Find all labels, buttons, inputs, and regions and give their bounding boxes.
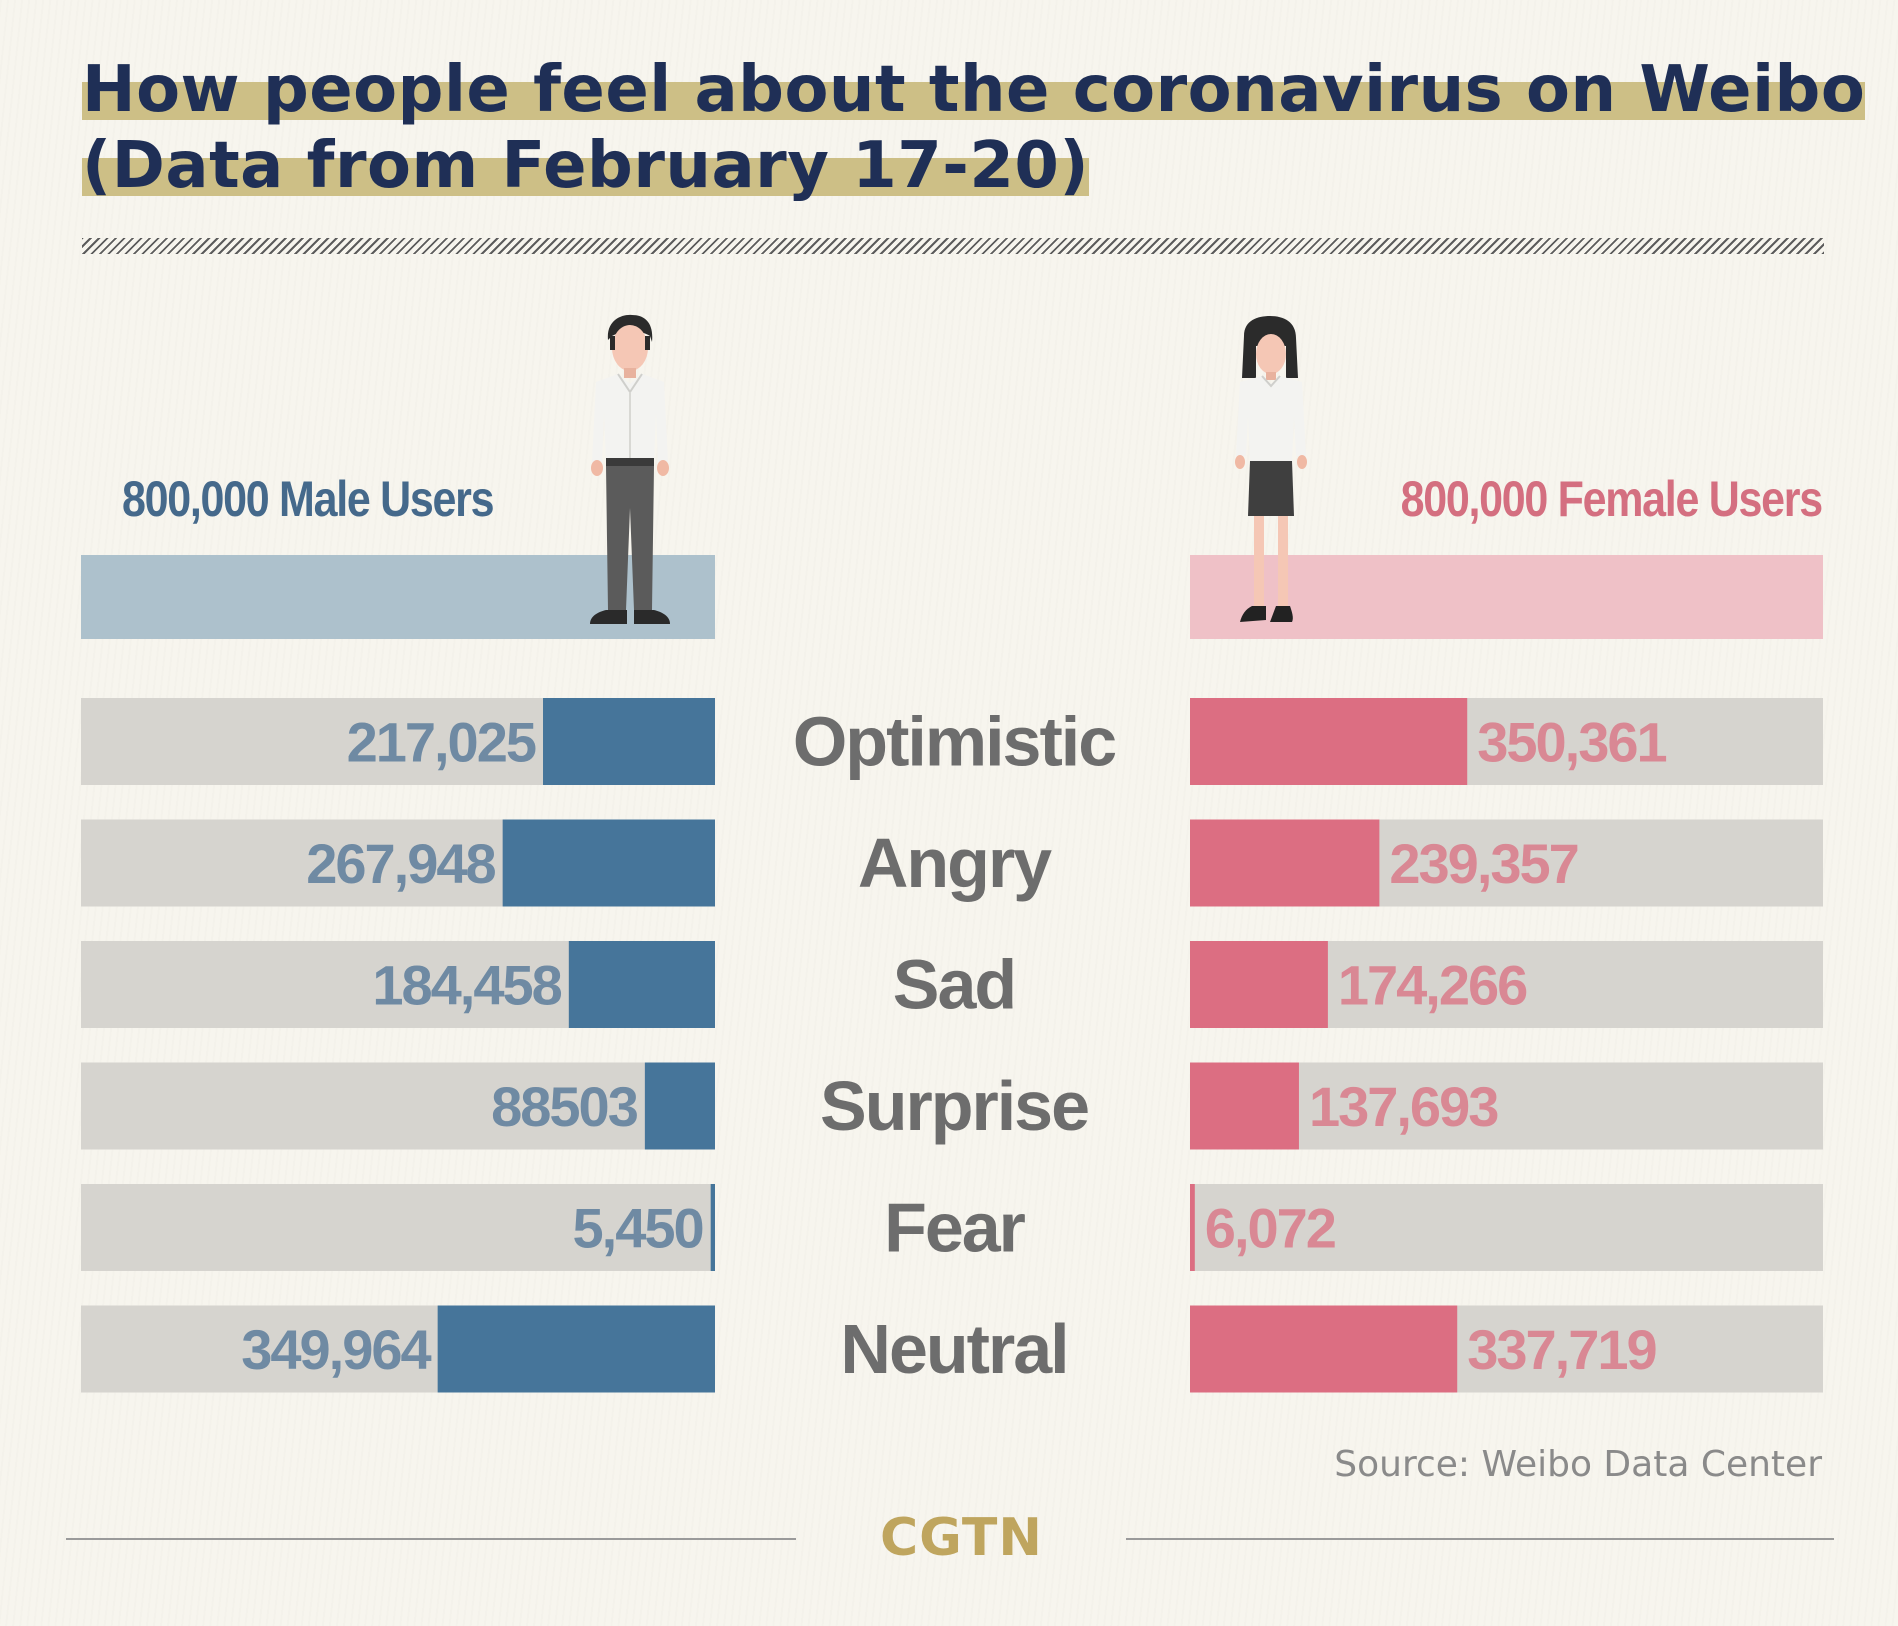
female-value-angry: 239,357 xyxy=(1389,832,1577,895)
male-bar-sad xyxy=(568,941,715,1028)
female-bar-surprise xyxy=(1190,1062,1299,1150)
cgtn-logo: CGTN xyxy=(880,1508,1043,1568)
male-track-fear xyxy=(81,1184,715,1271)
male-track-surprise xyxy=(81,1062,715,1150)
female-value-neutral: 337,719 xyxy=(1467,1318,1656,1381)
female-header-band xyxy=(1190,555,1823,639)
female-users-label: 800,000 Female Users xyxy=(1400,471,1824,527)
category-label-surprise: Surprise xyxy=(820,1067,1088,1145)
male-bar-optimistic xyxy=(543,698,715,785)
chart-title: How people feel about the coronavirus on… xyxy=(82,52,1866,204)
category-label-fear: Fear xyxy=(884,1189,1026,1267)
male-figure-icon xyxy=(590,314,670,624)
category-label-angry: Angry xyxy=(858,824,1052,902)
category-label-sad: Sad xyxy=(893,946,1015,1024)
male-bar-angry xyxy=(502,819,715,907)
male-value-surprise: 88503 xyxy=(491,1075,638,1138)
category-label-neutral: Neutral xyxy=(840,1310,1067,1388)
female-bar-angry xyxy=(1190,819,1380,907)
female-track-fear xyxy=(1190,1184,1823,1271)
footer-rule-left xyxy=(66,1538,796,1540)
female-bar-sad xyxy=(1190,941,1328,1028)
male-value-angry: 267,948 xyxy=(306,832,495,895)
female-bar-fear xyxy=(1190,1184,1195,1271)
source-note: Source: Weibo Data Center xyxy=(1334,1444,1822,1485)
female-bar-optimistic xyxy=(1190,698,1468,785)
female-value-optimistic: 350,361 xyxy=(1477,711,1666,774)
female-value-sad: 174,266 xyxy=(1338,954,1527,1017)
male-value-sad: 184,458 xyxy=(372,954,561,1017)
chart-title-line-1: How people feel about the coronavirus on… xyxy=(82,53,1866,127)
female-figure-icon xyxy=(1235,316,1307,622)
male-users-label: 800,000 Male Users xyxy=(122,471,495,527)
hatched-divider xyxy=(82,238,1824,254)
male-bar-fear xyxy=(710,1184,715,1271)
female-value-surprise: 137,693 xyxy=(1309,1075,1498,1138)
male-value-optimistic: 217,025 xyxy=(347,711,536,774)
male-bar-surprise xyxy=(644,1062,715,1150)
category-label-optimistic: Optimistic xyxy=(793,703,1115,781)
female-value-fear: 6,072 xyxy=(1205,1197,1335,1260)
male-bar-neutral xyxy=(437,1305,715,1393)
male-value-neutral: 349,964 xyxy=(241,1318,431,1381)
footer-rule-right xyxy=(1126,1538,1834,1540)
female-bar-neutral xyxy=(1190,1305,1458,1393)
male-value-fear: 5,450 xyxy=(573,1197,703,1260)
chart-title-line-2: (Data from February 17-20) xyxy=(82,129,1090,203)
